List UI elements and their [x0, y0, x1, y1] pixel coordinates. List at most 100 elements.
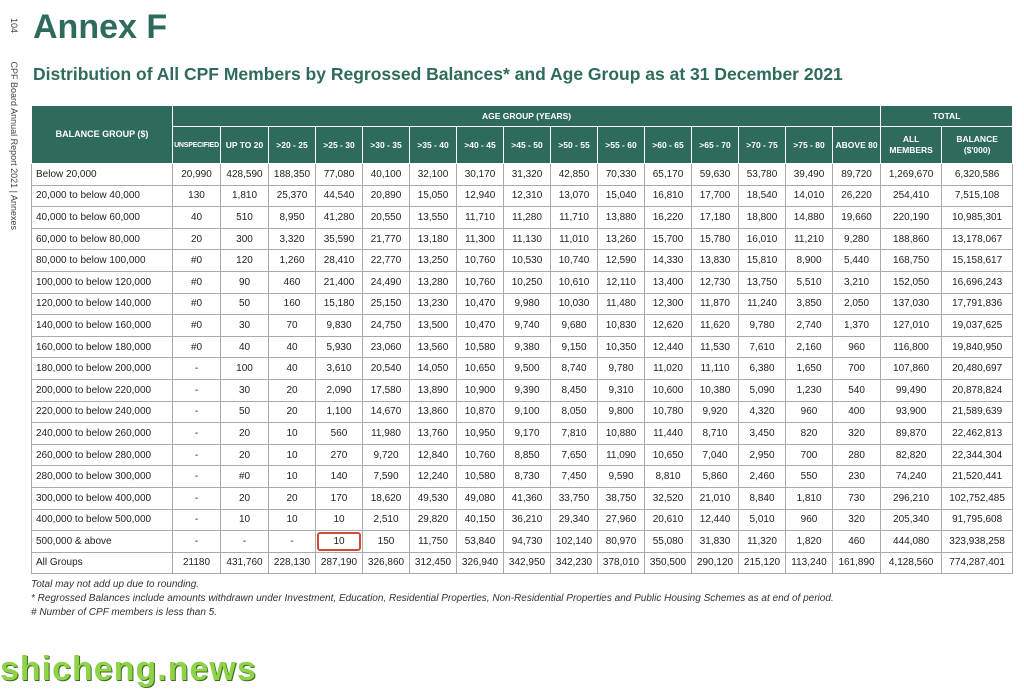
table-cell: 91,795,608: [941, 508, 1014, 532]
table-notes: Total may not add up due to rounding. * …: [31, 578, 834, 620]
table-cell: 13,178,067: [941, 227, 1014, 251]
table-cell: 18,620: [362, 486, 410, 510]
table-cell: 25,370: [268, 184, 316, 208]
table-cell: 50: [220, 400, 269, 424]
table-cell: 140: [315, 465, 363, 488]
table-cell: 9,280: [831, 227, 882, 251]
table-cell: 15,780: [691, 227, 739, 251]
table-cell: 13,880: [597, 206, 645, 229]
table-cell: 5,510: [785, 270, 833, 294]
header-age-col: >45 - 50: [503, 126, 551, 164]
table-cell: 137,030: [880, 292, 943, 316]
header-balance-group: BALANCE GROUP ($): [31, 105, 173, 164]
table-cell: 7,590: [362, 465, 410, 488]
table-cell: 10,470: [456, 292, 504, 316]
table-cell: 215,120: [738, 551, 786, 575]
row-label: Below 20,000: [31, 163, 173, 186]
table-cell: 7,610: [738, 335, 786, 359]
table-cell: 161,890: [831, 551, 882, 575]
row-label: 40,000 to below 60,000: [31, 206, 173, 229]
table-cell: 11,710: [456, 206, 504, 229]
table-cell: 342,230: [550, 551, 598, 575]
table-cell: 22,462,813: [941, 422, 1014, 445]
table-cell: 1,230: [785, 378, 833, 402]
row-label: 100,000 to below 120,000: [31, 270, 173, 294]
row-label: 180,000 to below 200,000: [31, 357, 173, 380]
table-cell: 460: [268, 270, 316, 294]
table-row: Below 20,000 20,990 428,590 188,350 77,080 40…: [31, 163, 1014, 186]
header-age-col: >35 - 40: [409, 126, 457, 164]
table-cell: 65,170: [644, 163, 692, 186]
table-cell: 44,540: [315, 184, 363, 208]
table-cell: 22,344,304: [941, 443, 1014, 467]
table-row: 60,000 to below 80,000 20 300 3,320 35,590 21…: [31, 227, 1014, 251]
table-cell: 312,450: [409, 551, 457, 575]
table-cell: #0: [172, 314, 221, 337]
table-cell: 7,650: [550, 443, 598, 467]
table-cell: 431,760: [220, 551, 269, 575]
table-cell: 40: [268, 335, 316, 359]
table-cell: 10,610: [550, 270, 598, 294]
table-cell: 10: [268, 508, 316, 532]
table-cell: 300: [220, 227, 269, 251]
table-cell: 17,700: [691, 184, 739, 208]
table-cell: 30: [220, 378, 269, 402]
table-cell: 10: [268, 465, 316, 488]
table-cell: 12,310: [503, 184, 551, 208]
table-cell: 89,870: [880, 422, 943, 445]
table-cell: 1,810: [785, 486, 833, 510]
table-cell: 5,010: [738, 508, 786, 532]
table-cell: 12,440: [691, 508, 739, 532]
table-cell: 9,150: [550, 335, 598, 359]
table-cell: 29,820: [409, 508, 457, 532]
row-label: 220,000 to below 240,000: [31, 400, 173, 424]
table-cell: 53,840: [456, 530, 504, 553]
table-cell: 10,250: [503, 270, 551, 294]
table-row: 220,000 to below 240,000-50 20 1,100 14,670…: [31, 400, 1014, 424]
table-cell: 33,750: [550, 486, 598, 510]
table-cell: 13,070: [550, 184, 598, 208]
table-cell: 10: [268, 422, 316, 445]
table-cell: 10,470: [456, 314, 504, 337]
note-rounding: Total may not add up due to rounding.: [31, 579, 200, 590]
table-cell: 99,490: [880, 378, 943, 402]
table-cell: 220,190: [880, 206, 943, 229]
header-age-group: AGE GROUP (YEARS): [171, 105, 882, 127]
table-cell: 8,950: [268, 206, 316, 229]
table-row: 120,000 to below 140,000 #0 50 160 15,180 25,…: [31, 292, 1014, 316]
table-cell: 15,810: [738, 249, 786, 272]
table-cell: 1,820: [785, 530, 833, 553]
table-cell: 49,530: [409, 486, 457, 510]
table-cell: 28,410: [315, 249, 363, 272]
table-cell: 20,540: [362, 357, 410, 380]
table-cell: 4,128,560: [880, 551, 943, 575]
table-cell: 8,730: [503, 465, 551, 488]
table-cell: 296,210: [880, 486, 943, 510]
table-cell: -: [172, 357, 221, 380]
table-cell: 22,770: [362, 249, 410, 272]
table-cell: 2,050: [831, 292, 882, 316]
table-cell: 960: [831, 335, 882, 359]
table-cell: #0: [172, 292, 221, 316]
table-row: 20,000 to below 40,000 130 1,810 25,370 44,5…: [31, 184, 1014, 208]
note-regrossed: * Regrossed Balances include amounts wit…: [31, 593, 834, 604]
table-cell: 170: [315, 486, 363, 510]
table-cell: 7,450: [550, 465, 598, 488]
table-row: 160,000 to below 180,000 #0 40 40 5,930 23,06…: [31, 335, 1014, 359]
table-cell: 17,180: [691, 206, 739, 229]
table-cell: 5,090: [738, 378, 786, 402]
table-cell: 12,940: [456, 184, 504, 208]
table-cell: 19,840,950: [941, 335, 1014, 359]
table-row: 100,000 to below 120,000 #0 90 460 21,400 24,…: [31, 270, 1014, 294]
table-cell: 10,030: [550, 292, 598, 316]
table-cell: 20: [220, 422, 269, 445]
table-cell: 287,190: [315, 551, 363, 575]
table-cell: 326,860: [362, 551, 410, 575]
table-cell: 116,800: [880, 335, 943, 359]
table-cell: 160: [268, 292, 316, 316]
table-cell: 10,780: [644, 400, 692, 424]
table-cell: 26,220: [831, 184, 882, 208]
table-cell: 9,170: [503, 422, 551, 445]
table-cell: 8,900: [785, 249, 833, 272]
table-cell: 16,220: [644, 206, 692, 229]
